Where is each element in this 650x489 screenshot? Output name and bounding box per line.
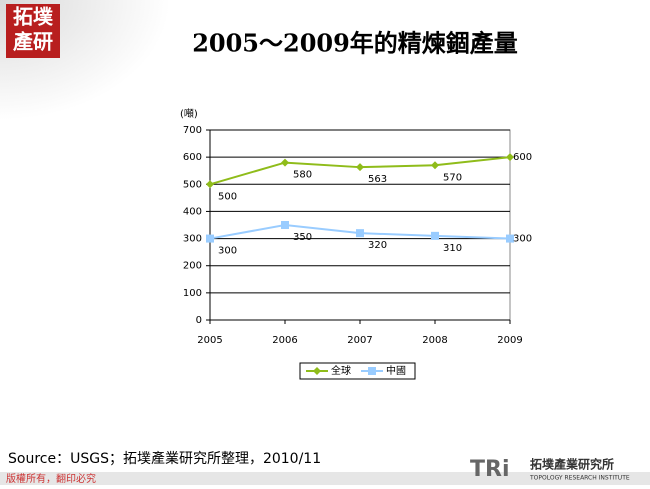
y-tick-label: 700	[183, 125, 202, 136]
point	[506, 234, 514, 243]
y-axis-label: (噸)	[180, 107, 198, 120]
brand-name: 拓墣產業研究所	[530, 457, 614, 472]
point	[356, 163, 364, 172]
point	[281, 221, 289, 229]
data-label: 500	[218, 191, 237, 202]
logo-text: 產研	[13, 30, 53, 54]
y-tick-label: 0	[196, 315, 202, 326]
data-label: 300	[218, 246, 237, 257]
data-label: 310	[443, 243, 462, 254]
source-note: Source：USGS；拓墣產業研究所整理，2010/11	[8, 450, 321, 467]
legend-marker	[368, 367, 376, 375]
plot-area	[209, 129, 511, 321]
x-tick-label: 2007	[347, 335, 372, 346]
point	[356, 229, 364, 238]
data-label: 300	[513, 234, 532, 245]
x-tick-label: 2006	[272, 335, 297, 346]
legend-marker	[313, 367, 321, 375]
x-tick-label: 2005	[197, 335, 222, 346]
legend-label: 全球	[331, 364, 351, 377]
data-label: 580	[293, 170, 312, 181]
data-label: 563	[368, 174, 387, 185]
footer-bar	[0, 472, 650, 485]
point	[431, 161, 439, 170]
brand-mark: TRi	[470, 457, 510, 482]
data-label: 320	[368, 240, 387, 251]
point	[206, 234, 214, 243]
data-label: 350	[293, 232, 312, 243]
legend-box	[299, 362, 416, 380]
x-tick-label: 2009	[497, 335, 522, 346]
point	[281, 158, 289, 167]
y-tick-label: 400	[183, 206, 202, 217]
plot: 0 100 200 300 400 500 600 700 2005 2006 2007 2008 20…	[183, 125, 532, 380]
x-tick-label: 2008	[422, 335, 447, 346]
data-label: 600	[513, 152, 532, 163]
point	[431, 231, 439, 240]
point	[206, 180, 214, 189]
logo-box	[6, 4, 60, 58]
brand-english: TOPOLOGY RESEARCH INSTITUTE	[529, 475, 630, 482]
copyright: 版權所有，翻印必究	[6, 472, 96, 485]
logo-text: 拓墣	[13, 5, 54, 29]
data-label: 570	[443, 172, 462, 183]
chart-title: 2005～2009年的精煉錮產量	[192, 29, 518, 58]
point	[506, 153, 514, 162]
legend-label: 中國	[386, 364, 406, 377]
y-tick-label: 100	[183, 288, 202, 299]
y-tick-label: 500	[183, 179, 202, 190]
y-tick-label: 200	[183, 261, 202, 272]
y-tick-label: 600	[183, 152, 202, 163]
y-tick-label: 300	[183, 234, 202, 245]
